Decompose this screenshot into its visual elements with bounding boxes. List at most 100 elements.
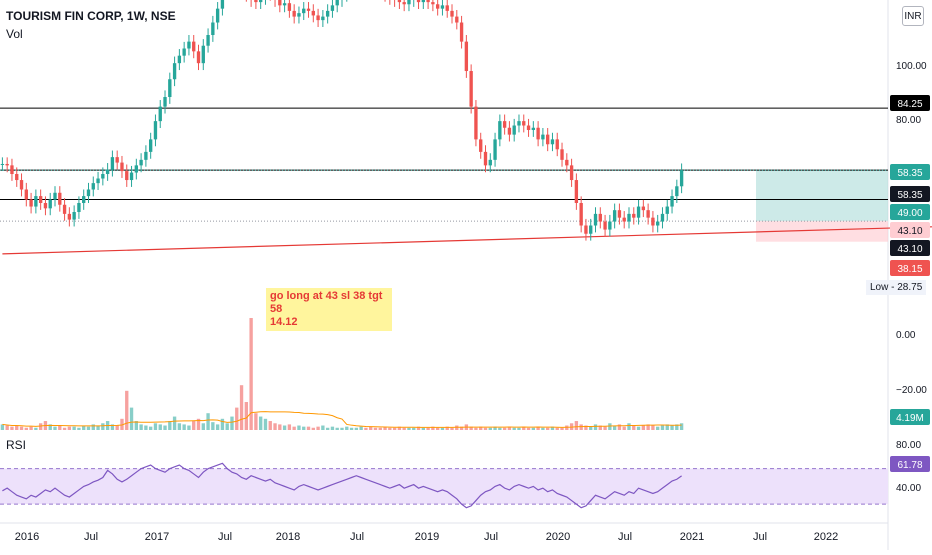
candle-body — [201, 45, 205, 64]
volume-bar — [502, 427, 507, 430]
candle-body — [192, 41, 196, 52]
volume-bar — [134, 421, 138, 430]
candle-body — [153, 121, 158, 140]
candle-body — [502, 121, 507, 128]
candle-body — [474, 106, 478, 140]
volume-bar — [660, 425, 665, 430]
volume-bar — [373, 427, 378, 430]
volume-bar — [220, 418, 225, 430]
volume-bar — [450, 427, 454, 430]
candle-body — [206, 35, 210, 46]
candle-body — [627, 213, 631, 222]
volume-bar — [670, 425, 674, 430]
candle-body — [641, 206, 646, 211]
candle-body — [148, 139, 153, 152]
candle-body — [58, 192, 62, 205]
volume-bar — [206, 413, 210, 430]
volume-bar — [249, 318, 253, 430]
candle-body — [172, 63, 177, 80]
candle-body — [483, 151, 488, 166]
volume-bar — [101, 423, 105, 430]
candle-body — [522, 121, 526, 126]
candle-body — [440, 5, 445, 9]
volume-bar — [627, 423, 631, 430]
time-tick-label: Jul — [753, 531, 767, 543]
volume-bar — [82, 425, 86, 430]
time-tick-label: Jul — [84, 531, 98, 543]
volume-bar — [230, 416, 234, 430]
volume-bar — [321, 425, 325, 430]
trade-note-line1: go long at 43 sl 38 tgt 58 — [270, 290, 383, 315]
candle-body — [603, 221, 607, 230]
candle-body — [598, 213, 602, 222]
volume-ma-line — [2, 411, 682, 428]
volume-bar — [340, 427, 344, 430]
candle-body — [158, 106, 162, 122]
volume-bar — [612, 425, 617, 430]
candle-body — [321, 16, 325, 21]
candle-body — [292, 10, 296, 17]
candle-body — [469, 71, 473, 107]
candle-body — [139, 159, 143, 166]
candle-body — [259, 0, 263, 3]
volume-bar — [560, 427, 564, 430]
candle-body — [163, 97, 167, 107]
volume-bar — [526, 427, 531, 430]
volume-bar — [235, 407, 239, 430]
volume-bar — [531, 427, 536, 430]
time-tick-label: 2021 — [680, 531, 704, 543]
volume-bar — [579, 424, 583, 430]
price-tag-label: 58.35 — [897, 190, 922, 201]
time-tick-label: Jul — [218, 531, 232, 543]
volume-bar — [172, 416, 177, 430]
volume-bar — [479, 426, 483, 430]
volume-bar — [589, 426, 593, 430]
candle-body — [541, 134, 545, 140]
candle-body — [196, 51, 201, 64]
candle-body — [5, 163, 9, 166]
candle-body — [498, 121, 502, 140]
candle-body — [82, 196, 86, 203]
volume-bar — [536, 426, 540, 430]
candle-body — [632, 213, 636, 218]
candle-body — [550, 139, 555, 145]
volume-bar — [163, 425, 167, 430]
volume-bar — [412, 427, 416, 430]
volume-bar — [636, 426, 641, 430]
candle-body — [584, 225, 588, 234]
volume-bar — [440, 427, 445, 430]
price-tag-label: 58.35 — [897, 168, 922, 179]
volume-bar — [445, 426, 449, 430]
candle-body — [479, 139, 483, 152]
volume-bar — [29, 426, 33, 430]
price-tag — [890, 240, 930, 256]
candle-body — [493, 139, 497, 160]
volume-bar — [153, 423, 158, 430]
currency-button[interactable]: INR — [902, 6, 924, 26]
volume-bar — [474, 427, 478, 430]
volume-bar — [608, 423, 612, 430]
candle-body — [187, 41, 191, 49]
price-tag — [890, 260, 930, 276]
candle-body — [129, 172, 134, 181]
candle-body — [211, 22, 215, 36]
volume-bar — [259, 416, 263, 430]
volume-bar — [369, 426, 373, 430]
candle-body — [115, 157, 119, 163]
volume-bar — [244, 402, 249, 430]
volume-bar — [622, 426, 626, 430]
candle-body — [670, 196, 674, 207]
volume-bar — [302, 426, 306, 430]
candle-body — [10, 165, 14, 175]
candle-body — [34, 196, 38, 207]
trendline-0 — [2, 226, 932, 255]
volume-bar — [431, 426, 435, 430]
volume-bar — [364, 427, 368, 430]
candle-body — [589, 225, 593, 234]
candle-body — [177, 55, 182, 64]
candle-body — [574, 180, 579, 203]
volume-bar — [421, 427, 425, 430]
volume-bar — [493, 426, 497, 430]
